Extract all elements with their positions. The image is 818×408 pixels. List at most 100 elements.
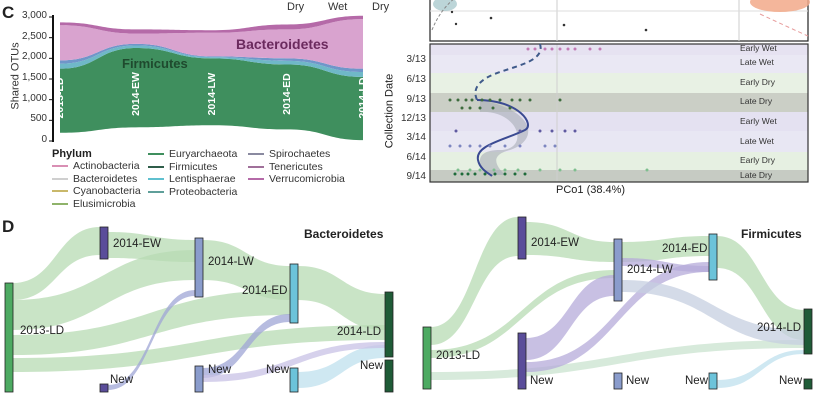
pcoa-point: [453, 172, 457, 176]
pcoa-point: [448, 144, 452, 148]
pcoa-point: [468, 106, 472, 110]
area-series-firmicutes: [60, 48, 363, 141]
sankey-flow: [526, 262, 709, 372]
sankey-node-2014-ld: [803, 308, 813, 355]
pcoa-point: [478, 144, 482, 148]
pcoa-point: [550, 47, 554, 51]
pcoa-point: [454, 129, 458, 133]
sankey-node-label: 2014-ED: [662, 243, 708, 255]
sankey-node-label: 2014-LD: [757, 322, 802, 334]
pcoa-point: [498, 98, 502, 102]
legend-label: Lentisphaerae: [169, 173, 236, 185]
pcoa-point: [573, 47, 577, 51]
season-band-label: Late Wet: [740, 136, 774, 146]
sankey-node-2014-ed: [289, 263, 299, 324]
sankey-node-new: [194, 365, 204, 393]
legend-label: Verrucomicrobia: [269, 173, 345, 185]
sankey-node-new: [613, 372, 623, 390]
pcoa-point: [573, 129, 577, 133]
sankey-new-label: New: [110, 374, 134, 386]
pcoa-point: [483, 172, 487, 176]
pcoa-y-tick: 3/14: [406, 132, 426, 143]
pcoa-point: [464, 98, 468, 102]
pcoa-point: [526, 47, 530, 51]
pcoa-point: [503, 144, 507, 148]
pcoa-y-tick: 6/14: [406, 152, 426, 163]
sankey-flow: [622, 236, 709, 262]
panel-d-letter: D: [2, 217, 15, 236]
pcoa-point: [550, 129, 554, 133]
sankey-node-label: 2013-LD: [20, 325, 65, 337]
pcoa-point: [478, 106, 482, 110]
season-band-label: Early Wet: [740, 116, 777, 126]
pcoa-point: [516, 168, 520, 172]
pcoa-point: [518, 144, 522, 148]
legend-item: Lentisphaerae: [148, 173, 236, 185]
sankey-node-2014-ew: [517, 216, 527, 260]
pcoa-point: [473, 172, 477, 176]
season-band-label: Early Dry: [740, 77, 775, 87]
sankey-flow: [203, 314, 290, 378]
pcoa-point: [518, 129, 522, 133]
sankey-flow: [431, 217, 518, 345]
sankey-flow: [13, 325, 385, 372]
sankey-node-2013-ld: [422, 326, 432, 390]
sankey-node-2014-lw: [194, 237, 204, 298]
pcoa-point: [645, 168, 649, 172]
legend-label: Bacteroidetes: [73, 172, 138, 185]
legend-swatch: [248, 153, 264, 155]
sankey-node-label: 2014-ED: [242, 285, 288, 297]
sankey-node-new: [289, 367, 299, 393]
pcoa-point: [573, 168, 577, 172]
legend-label: Euryarchaeota: [169, 148, 238, 160]
sankey-node-label: 2014-LD: [337, 326, 382, 338]
sankey-node-new: [99, 383, 109, 393]
legend-swatch: [52, 202, 68, 205]
sankey-node-new: [708, 372, 718, 390]
season-header-wet: Wet: [328, 1, 348, 13]
pcoa-point: [456, 168, 460, 172]
legend-swatch: [248, 165, 264, 168]
y-tick-label: 3,000: [21, 10, 47, 21]
y-tick-label: 1,000: [21, 92, 47, 104]
pcoa-y-tick: 9/14: [406, 171, 426, 182]
legend-label: Tenericutes: [269, 160, 323, 173]
sankey-node-2014-ew: [99, 226, 109, 260]
season-band-label: Early Dry: [740, 155, 775, 165]
sankey-new-label: New: [626, 375, 650, 387]
legend-label: Elusimicrobia: [73, 197, 136, 210]
pcoa-point: [448, 98, 452, 102]
pcoa-point: [488, 144, 492, 148]
pcoa-point: [513, 172, 517, 176]
legend-title: Phylum: [52, 148, 92, 160]
legend-item: Actinobacteria: [52, 160, 140, 172]
sankey-new-label: New: [685, 375, 709, 387]
pcoa-point: [480, 98, 484, 102]
sankey-flow: [431, 270, 614, 358]
sankey-flow: [203, 342, 385, 382]
legend-label: Cyanobacteria: [73, 185, 141, 197]
season-band-label: Early Wet: [740, 43, 777, 53]
pcoa-point: [518, 98, 522, 102]
legend-swatch: [248, 178, 264, 180]
pcoa-point: [543, 144, 547, 148]
sankey-node-2014-ed: [708, 233, 718, 281]
sankey-flow: [717, 350, 804, 388]
legend-swatch: [148, 165, 164, 168]
sankey-flow: [13, 250, 195, 330]
pcoa-point: [523, 172, 527, 176]
pcoa-x-label: PCo1 (38.4%): [556, 184, 626, 196]
sankey-flow: [298, 266, 385, 330]
legend-item: Proteobacteria: [148, 186, 237, 198]
pcoa-point: [492, 168, 496, 172]
pcoa-point: [510, 98, 514, 102]
pcoa-top-plot: [429, 0, 810, 42]
legend-item: Firmicutes: [148, 161, 217, 173]
pcoa-point: [588, 47, 592, 51]
legend-item: Euryarchaeota: [148, 148, 237, 160]
pcoa-point: [533, 47, 537, 51]
sankey-node-new: [803, 378, 813, 390]
area-series-verrucomicrobia: [60, 15, 363, 34]
